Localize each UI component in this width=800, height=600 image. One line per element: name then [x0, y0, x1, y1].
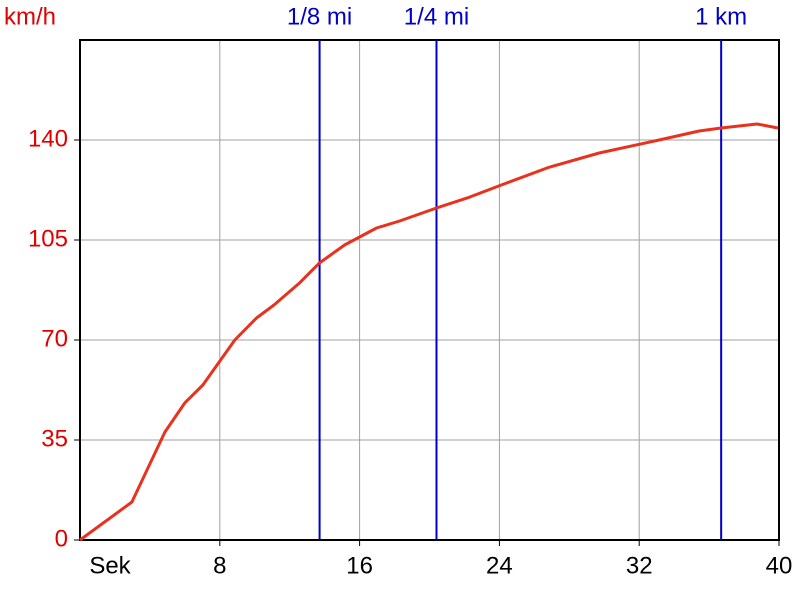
y-tick-label: 140 — [28, 125, 68, 152]
x-tick-label: 16 — [346, 552, 373, 579]
distance-marker-label: 1/8 mi — [287, 3, 352, 30]
distance-marker-label: 1/4 mi — [404, 3, 469, 30]
x-tick-label: 32 — [626, 552, 653, 579]
x-tick-label: 8 — [213, 552, 226, 579]
y-tick-label: 0 — [55, 525, 68, 552]
y-tick-label: 35 — [41, 425, 68, 452]
plot-frame — [79, 39, 780, 541]
x-tick-label: 40 — [766, 552, 793, 579]
x-tick-label: 24 — [486, 552, 513, 579]
distance-marker-label: 1 km — [695, 3, 747, 30]
y-axis-label: km/h — [4, 3, 56, 30]
y-tick-label: 70 — [41, 325, 68, 352]
y-tick-label: 105 — [28, 225, 68, 252]
x-axis-label: Sek — [89, 552, 131, 579]
speed-line — [79, 122, 779, 542]
